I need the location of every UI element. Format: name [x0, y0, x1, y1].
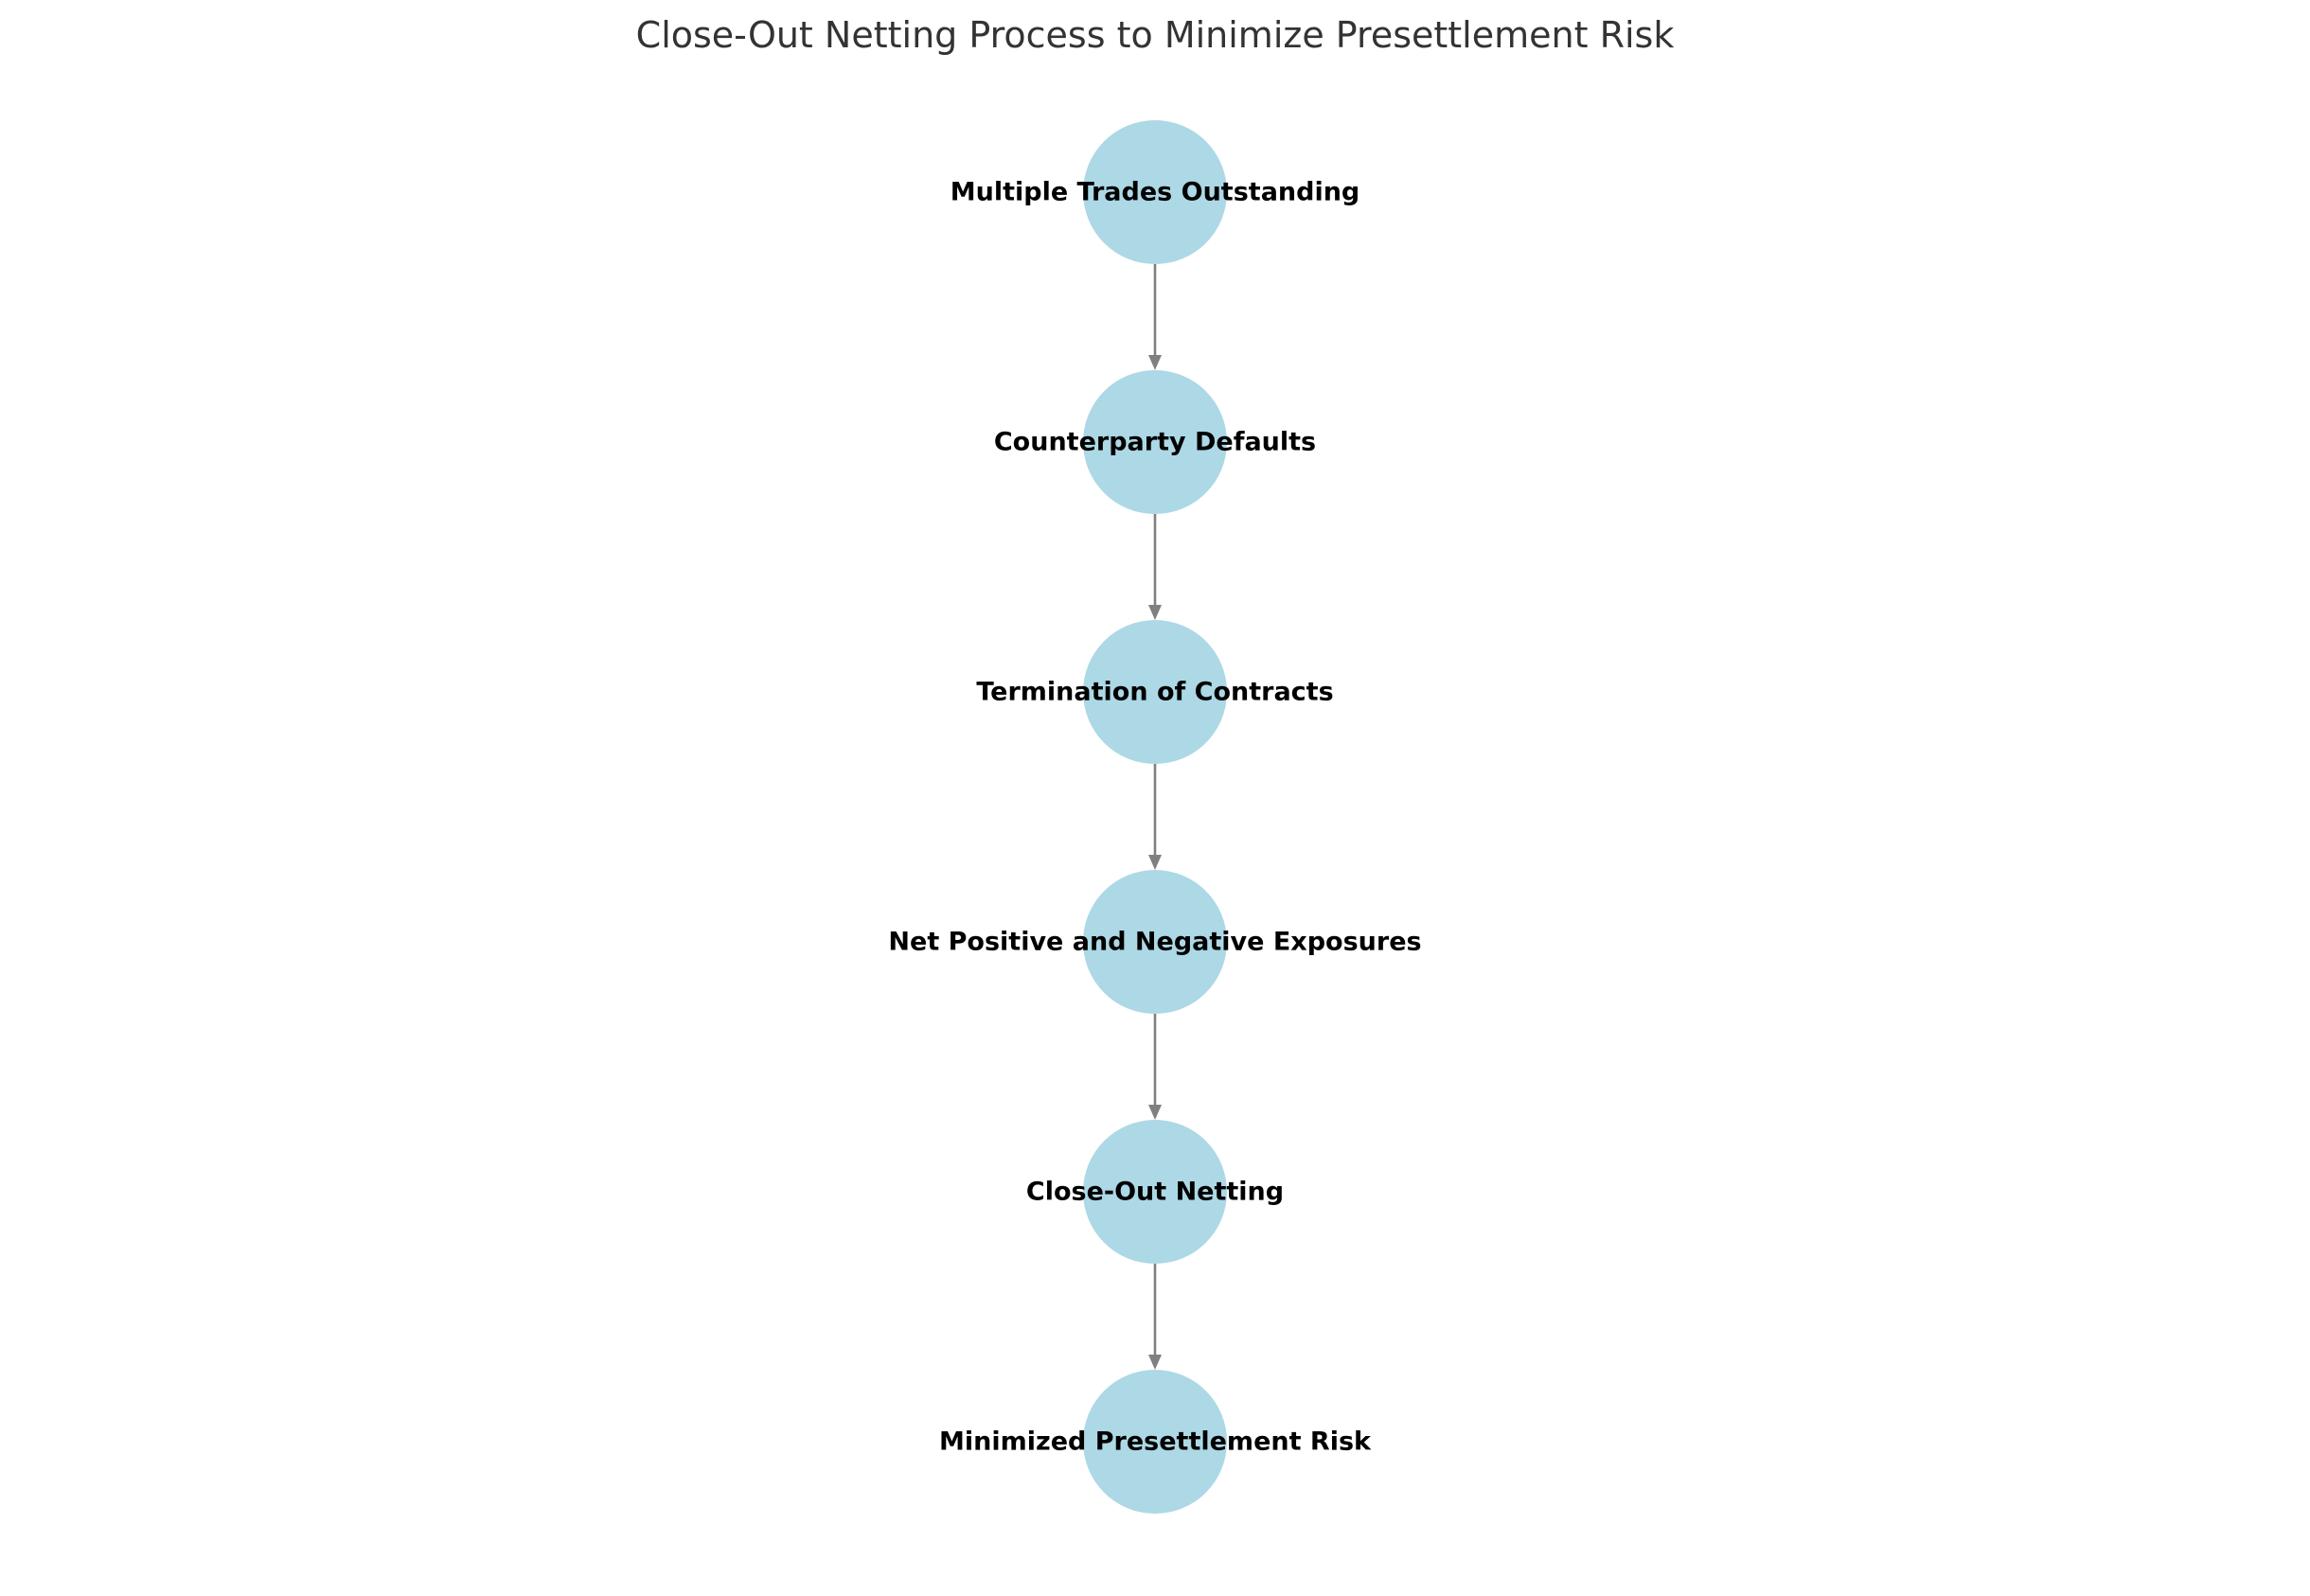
flow-node: Multiple Trades Outstanding — [951, 120, 1360, 264]
node-circle — [1083, 1120, 1227, 1264]
edge-arrow — [1148, 764, 1162, 870]
flow-node: Net Positive and Negative Exposures — [888, 870, 1422, 1014]
diagram-title: Close-Out Netting Process to Minimize Pr… — [636, 14, 1675, 56]
edge-arrow — [1148, 1264, 1162, 1370]
node-circle — [1083, 620, 1227, 764]
node-circle — [1083, 1370, 1227, 1514]
node-label: Minimized Presettlement Risk — [939, 1428, 1372, 1457]
node-label: Counterparty Defaults — [994, 428, 1316, 457]
arrowhead-icon — [1148, 355, 1162, 370]
node-label: Net Positive and Negative Exposures — [888, 928, 1421, 957]
node-circle — [1083, 870, 1227, 1014]
flow-node: Termination of Contracts — [976, 620, 1334, 764]
flow-node: Minimized Presettlement Risk — [939, 1370, 1372, 1514]
edge-arrow — [1148, 1014, 1162, 1120]
node-circle — [1083, 370, 1227, 514]
arrowhead-icon — [1148, 1355, 1162, 1370]
nodes-layer: Multiple Trades Outstanding Counterparty … — [888, 120, 1422, 1514]
edge-arrow — [1148, 514, 1162, 620]
flow-node: Counterparty Defaults — [994, 370, 1316, 514]
node-label: Termination of Contracts — [976, 678, 1333, 707]
arrowhead-icon — [1148, 1105, 1162, 1120]
edge-arrow — [1148, 264, 1162, 370]
arrowhead-icon — [1148, 605, 1162, 620]
flow-node: Close-Out Netting — [1026, 1120, 1284, 1264]
node-label: Multiple Trades Outstanding — [951, 178, 1360, 207]
arrowhead-icon — [1148, 855, 1162, 870]
edges-layer — [1148, 264, 1162, 1370]
node-circle — [1083, 120, 1227, 264]
node-label: Close-Out Netting — [1026, 1178, 1284, 1207]
